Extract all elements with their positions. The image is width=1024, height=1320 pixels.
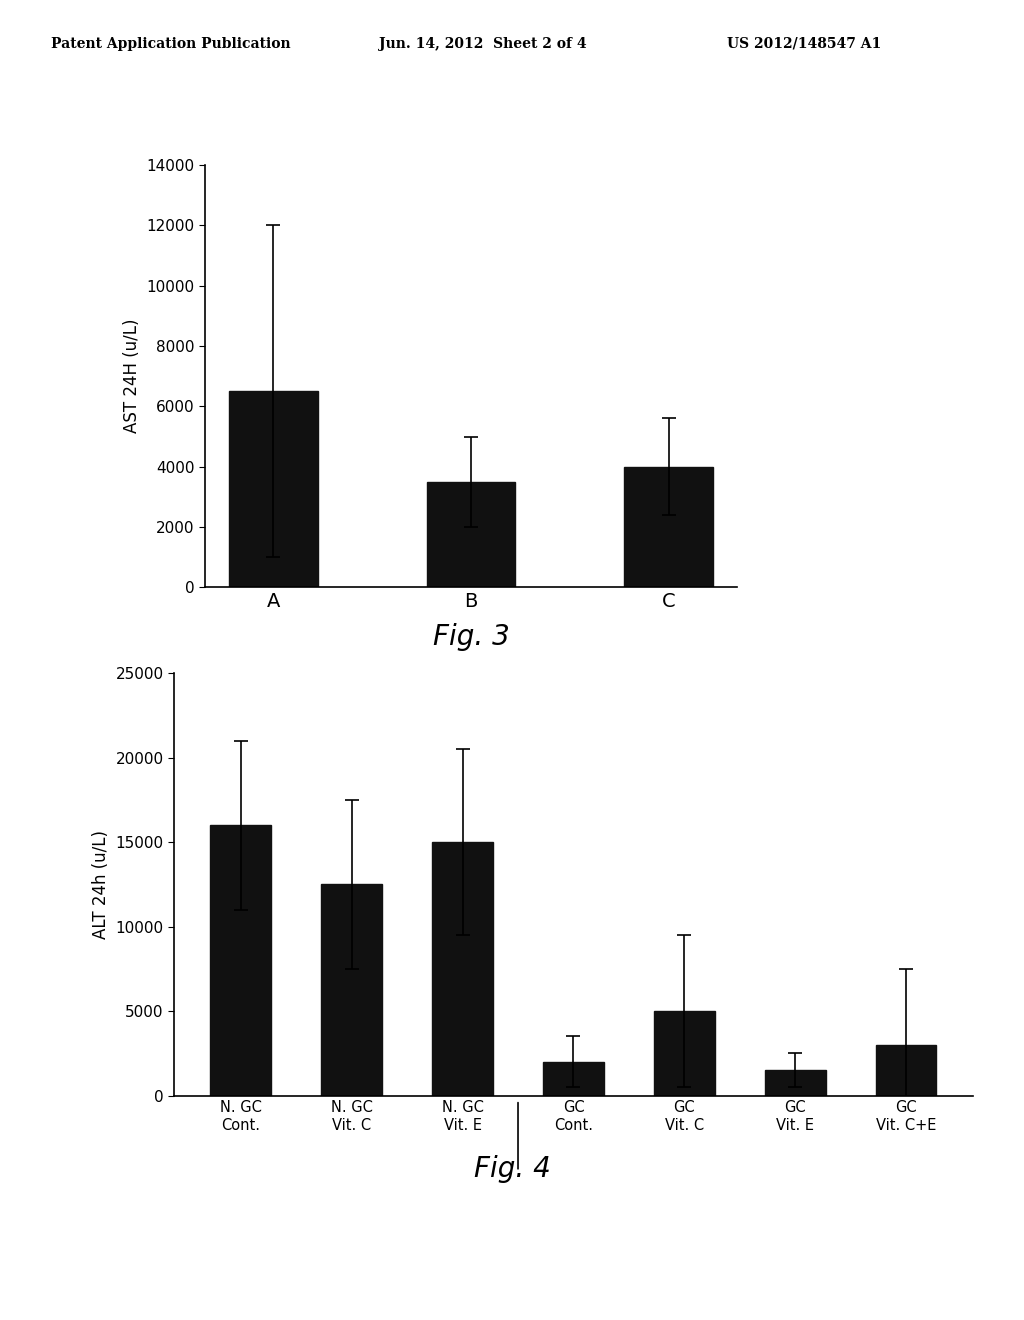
Y-axis label: AST 24H (u/L): AST 24H (u/L) xyxy=(123,319,140,433)
Text: Fig. 3: Fig. 3 xyxy=(433,623,509,651)
Bar xyxy=(543,1061,604,1096)
Bar xyxy=(876,1045,937,1096)
Text: Fig. 4: Fig. 4 xyxy=(474,1155,550,1183)
Bar xyxy=(625,467,713,587)
Bar xyxy=(432,842,494,1096)
Bar xyxy=(653,1011,715,1096)
Bar xyxy=(210,825,271,1096)
Text: US 2012/148547 A1: US 2012/148547 A1 xyxy=(727,37,882,51)
Bar xyxy=(427,482,515,587)
Bar xyxy=(229,391,317,587)
Text: Jun. 14, 2012  Sheet 2 of 4: Jun. 14, 2012 Sheet 2 of 4 xyxy=(379,37,587,51)
Text: Patent Application Publication: Patent Application Publication xyxy=(51,37,291,51)
Y-axis label: ALT 24h (u/L): ALT 24h (u/L) xyxy=(92,830,110,939)
Bar xyxy=(322,884,382,1096)
Bar xyxy=(765,1071,825,1096)
